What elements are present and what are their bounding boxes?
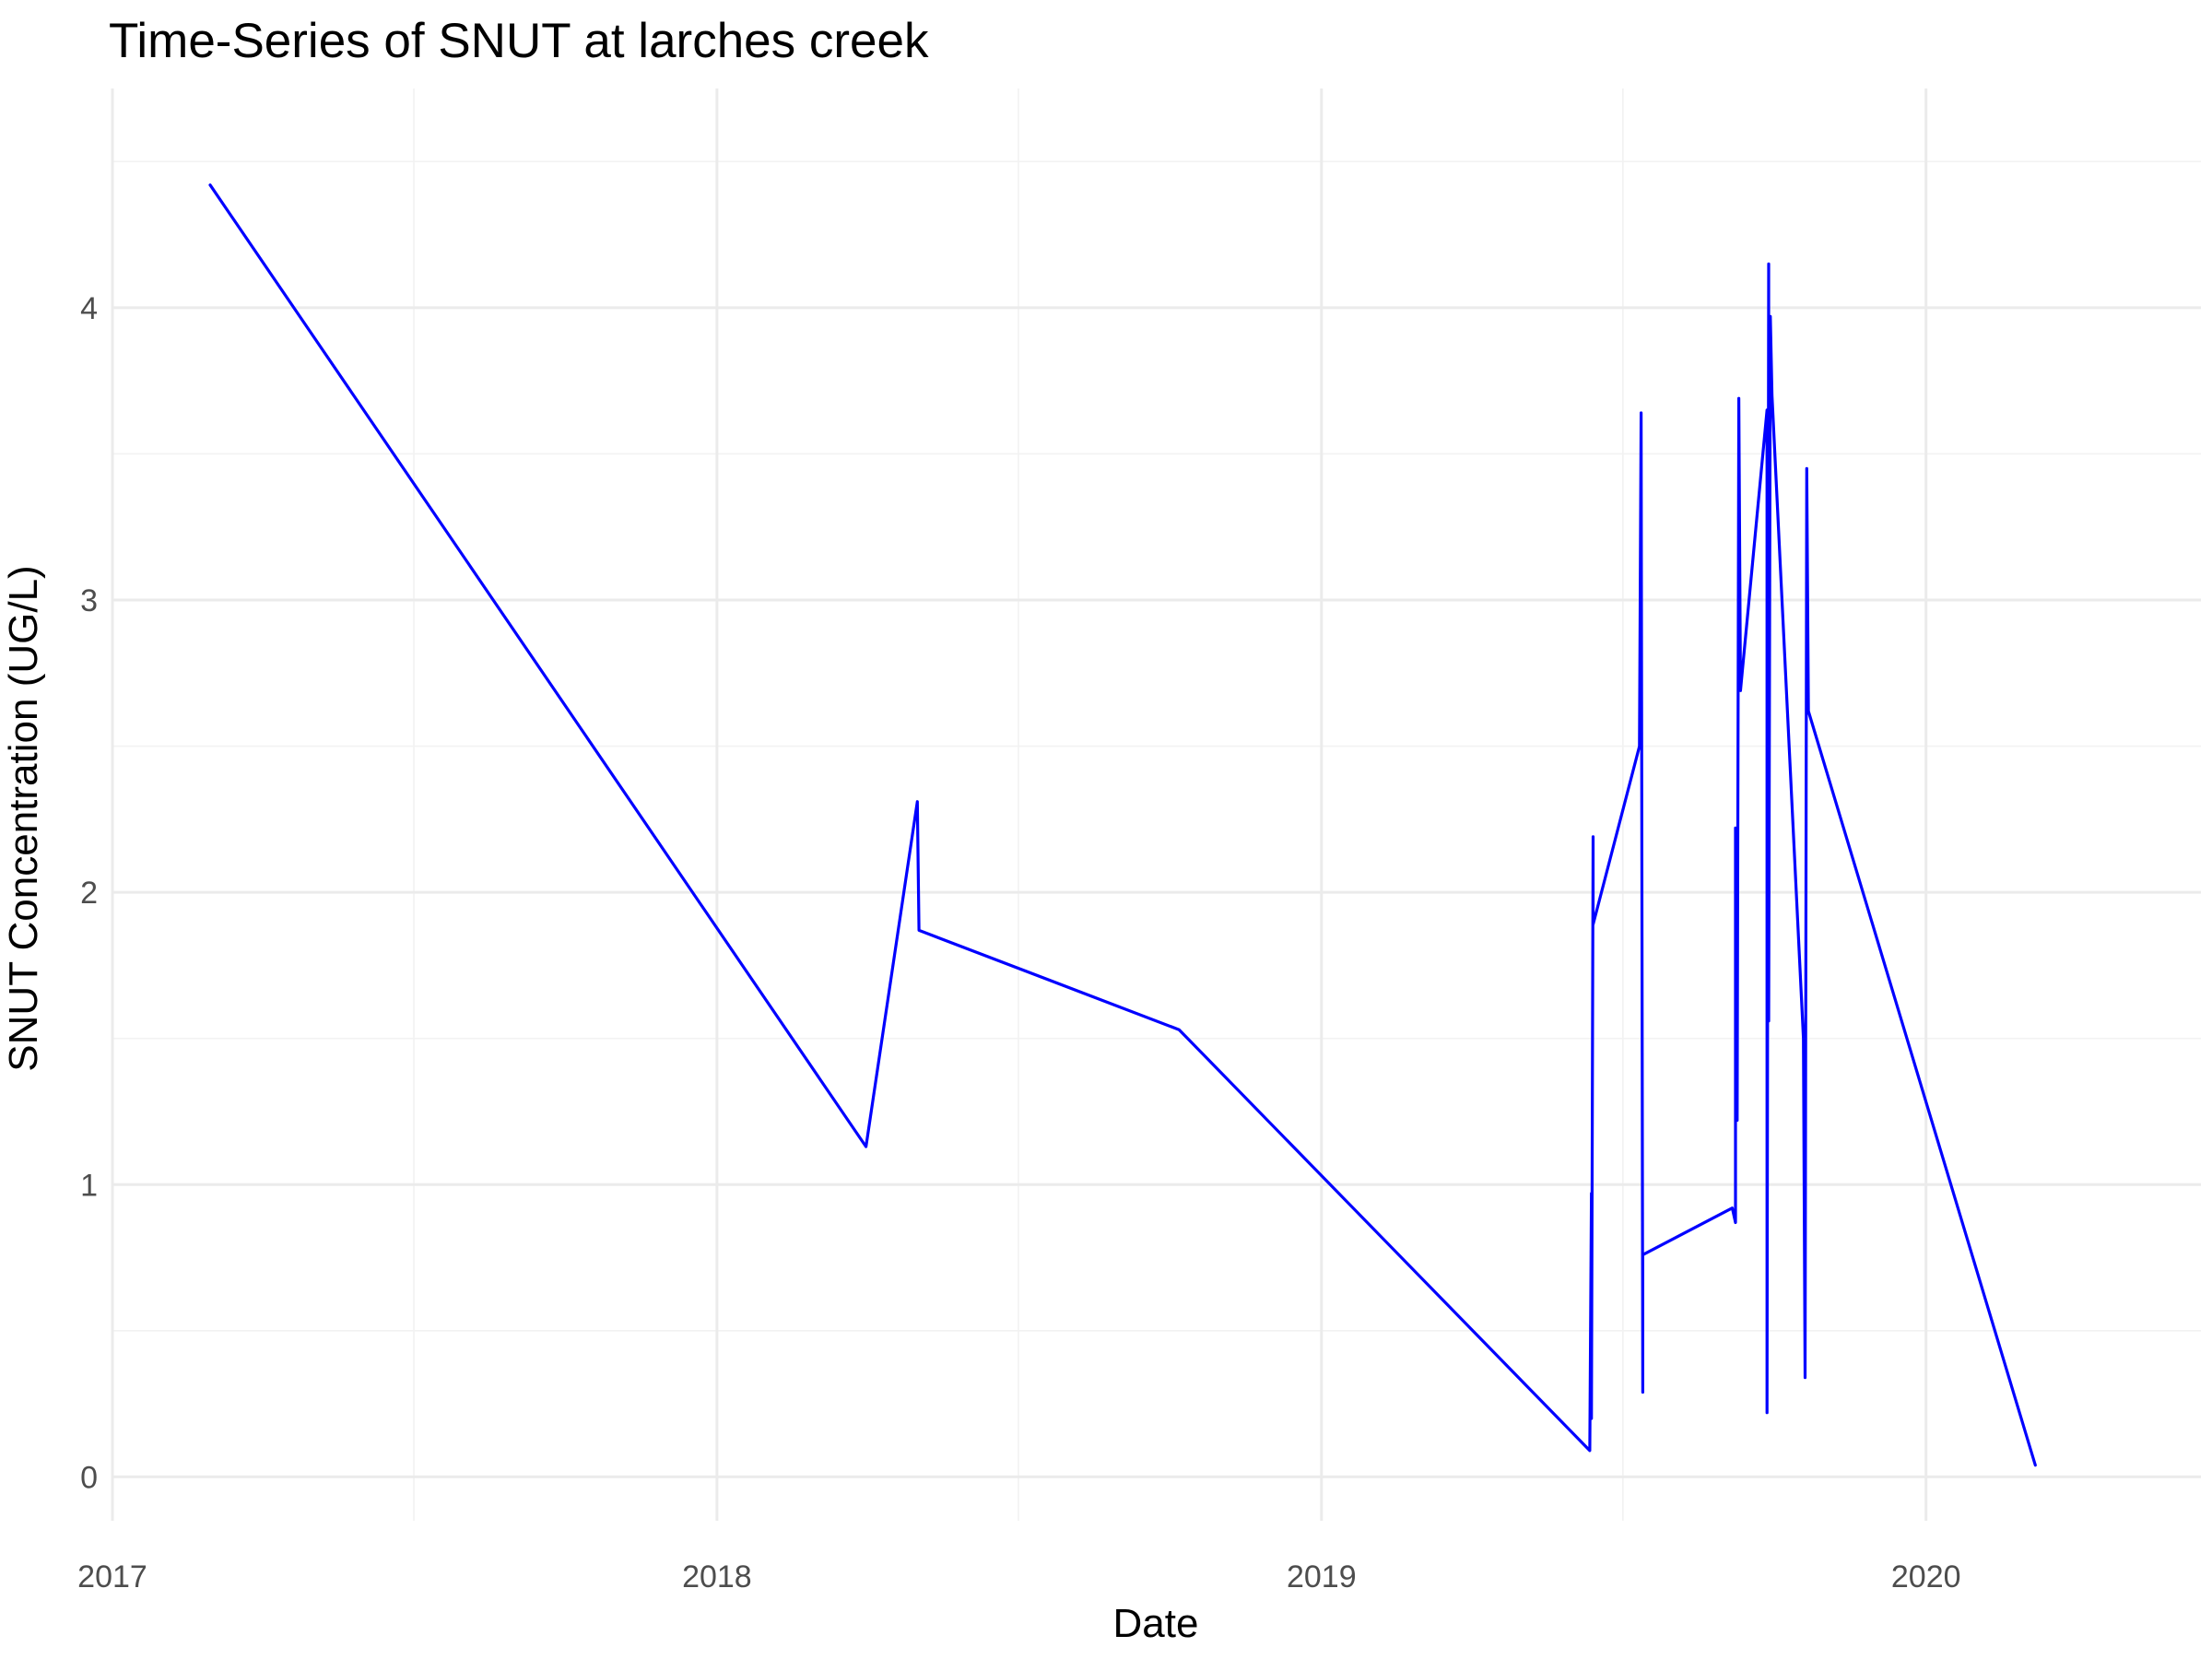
y-tick-label: 2 <box>80 876 98 911</box>
major-gridlines <box>111 88 2201 1521</box>
series-line <box>208 183 2037 1467</box>
y-tick-label: 1 <box>80 1168 98 1203</box>
x-axis-label: Date <box>1113 1601 1199 1646</box>
x-tick-label: 2020 <box>1891 1559 1961 1594</box>
x-tick-label: 2017 <box>77 1559 147 1594</box>
y-tick-label: 0 <box>80 1460 98 1495</box>
minor-gridlines <box>112 88 2201 1521</box>
x-axis-ticks: 2017 2018 2019 2020 <box>77 1559 1960 1594</box>
y-tick-label: 3 <box>80 583 98 618</box>
y-axis-ticks: 0 1 2 3 4 <box>80 291 98 1496</box>
chart-title: Time-Series of SNUT at larches creek <box>109 14 929 68</box>
y-axis-label: SNUT Concentration (UG/L) <box>1 565 46 1071</box>
series-layer <box>208 183 2037 1467</box>
x-tick-label: 2018 <box>682 1559 752 1594</box>
x-tick-label: 2019 <box>1287 1559 1357 1594</box>
y-tick-label: 4 <box>80 291 98 326</box>
